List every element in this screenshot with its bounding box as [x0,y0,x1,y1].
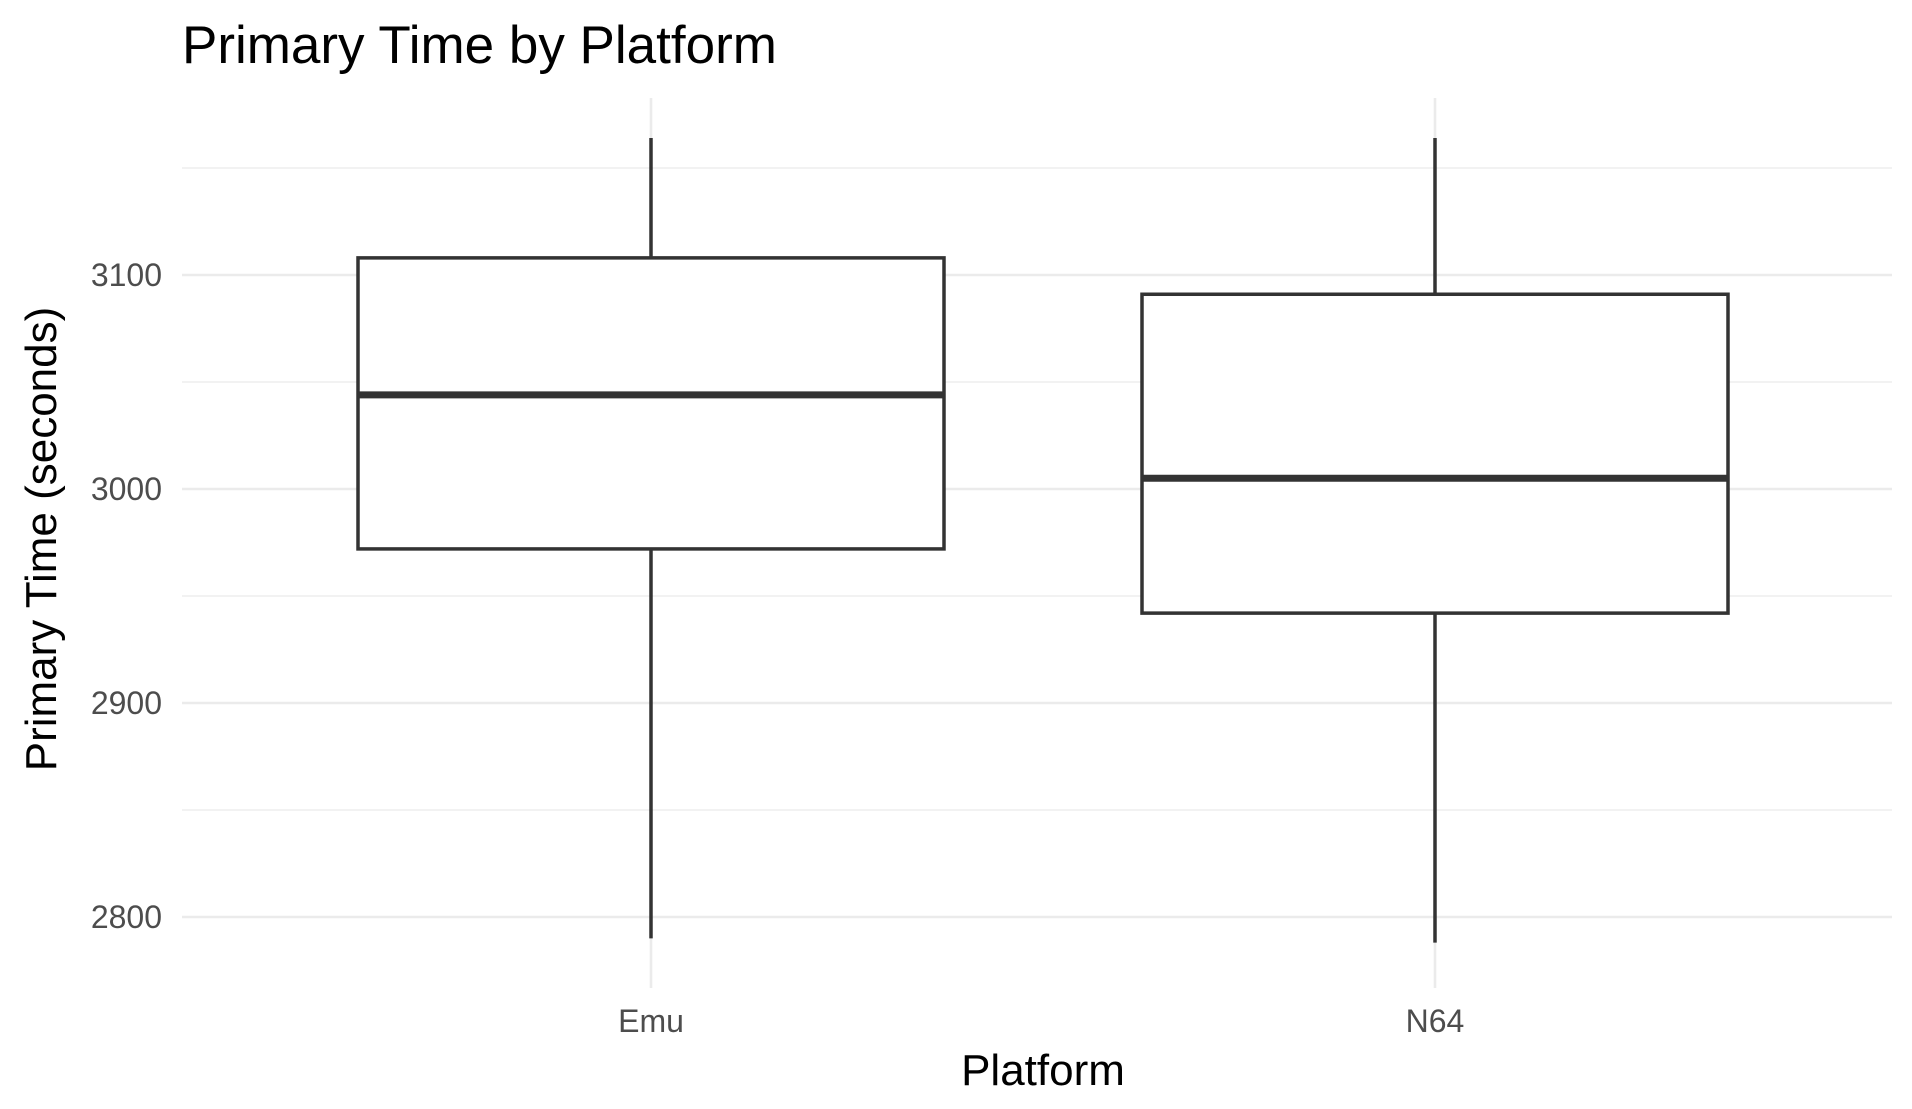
box-emu [356,138,946,939]
x-tick-label: Emu [618,1003,684,1039]
x-tick-label: N64 [1406,1003,1465,1039]
iqr-box [356,256,946,551]
box-n64 [1140,138,1730,943]
chart-title: Primary Time by Platform [182,16,777,75]
iqr-box [1140,292,1730,615]
y-tick-label: 2800 [91,899,162,935]
boxes [356,138,1730,943]
tick-labels: 2800 2900 3000 3100 Emu N64 [91,257,1465,1039]
y-tick-label: 3000 [91,471,162,507]
x-axis-title: Platform [961,1046,1125,1095]
y-tick-label: 3100 [91,257,162,293]
y-axis-title: Primary Time (seconds) [17,307,66,772]
y-tick-label: 2900 [91,685,162,721]
